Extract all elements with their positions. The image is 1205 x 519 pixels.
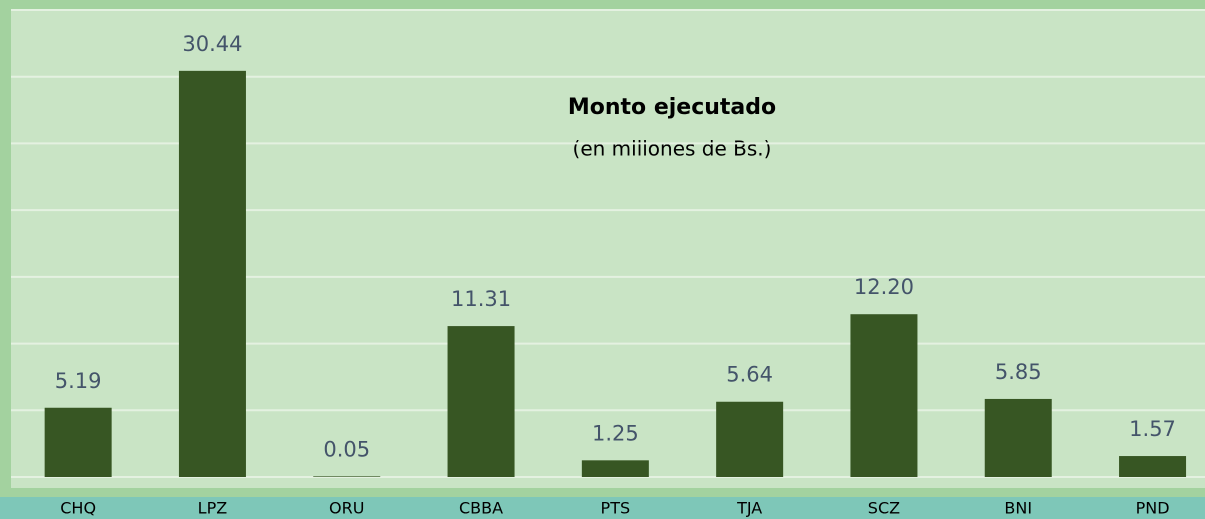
bar (178, 70, 246, 477)
bar (44, 407, 112, 477)
data-label: 0.05 (323, 437, 370, 461)
data-label: 30.44 (182, 32, 242, 56)
data-label: 5.64 (726, 363, 773, 387)
data-label: 12.20 (854, 275, 914, 299)
bar (716, 401, 784, 477)
category-band (0, 497, 1205, 519)
chart-title: Monto ejecutado (568, 95, 776, 120)
bar (313, 476, 381, 477)
x-tick-label: CBBA (459, 499, 503, 518)
x-tick-label: CHQ (60, 499, 96, 518)
data-label: 1.57 (1129, 417, 1176, 441)
bar (850, 314, 918, 477)
data-label: 1.25 (592, 421, 639, 445)
x-tick-label: TJA (736, 499, 762, 518)
data-label: 5.85 (995, 360, 1042, 384)
bar (447, 326, 515, 477)
bar (1119, 456, 1187, 477)
bar (984, 398, 1052, 477)
data-label: 11.31 (451, 287, 511, 311)
chart-subtitle: (en millones de Bs.) (573, 137, 772, 161)
x-tick-label: BNI (1004, 499, 1032, 518)
x-tick-label: SCZ (868, 499, 900, 518)
bar (581, 460, 649, 477)
x-tick-label: PTS (601, 499, 631, 518)
data-label: 5.19 (55, 369, 102, 393)
x-tick-label: LPZ (198, 499, 228, 518)
x-tick-label: PND (1136, 499, 1170, 518)
x-tick-label: ORU (329, 499, 364, 518)
